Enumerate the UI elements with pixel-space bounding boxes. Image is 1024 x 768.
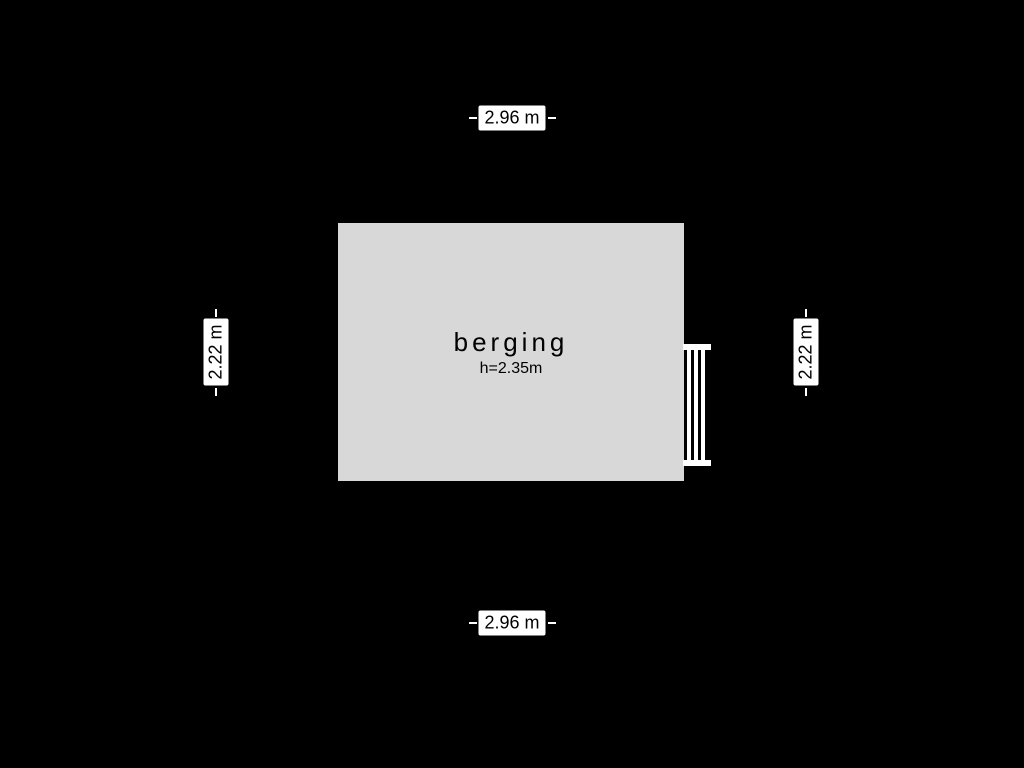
- dimension-bottom-tick-left: [469, 622, 477, 624]
- dimension-bottom-tick-right: [548, 622, 556, 624]
- dimension-left-tick-top: [215, 309, 217, 317]
- dimension-left-tick-bottom: [215, 388, 217, 396]
- door-cap-bottom: [683, 460, 711, 466]
- dimension-top: 2.96 m: [478, 106, 545, 131]
- door-right: [687, 350, 711, 460]
- dimension-bottom: 2.96 m: [478, 611, 545, 636]
- dimension-left: 2.22 m: [204, 318, 229, 385]
- dimension-right: 2.22 m: [794, 318, 819, 385]
- floorplan-canvas: berging h=2.35m 2.96 m 2.96 m 2.22 m 2.2…: [0, 0, 1024, 768]
- dimension-right-tick-bottom: [805, 388, 807, 396]
- dimension-top-tick-right: [548, 117, 556, 119]
- room-height-label: h=2.35m: [480, 360, 543, 378]
- door-rail-3: [701, 350, 705, 460]
- room-label: berging: [454, 327, 569, 358]
- room-berging: berging h=2.35m: [335, 220, 687, 484]
- dimension-top-tick-left: [469, 117, 477, 119]
- dimension-right-tick-top: [805, 309, 807, 317]
